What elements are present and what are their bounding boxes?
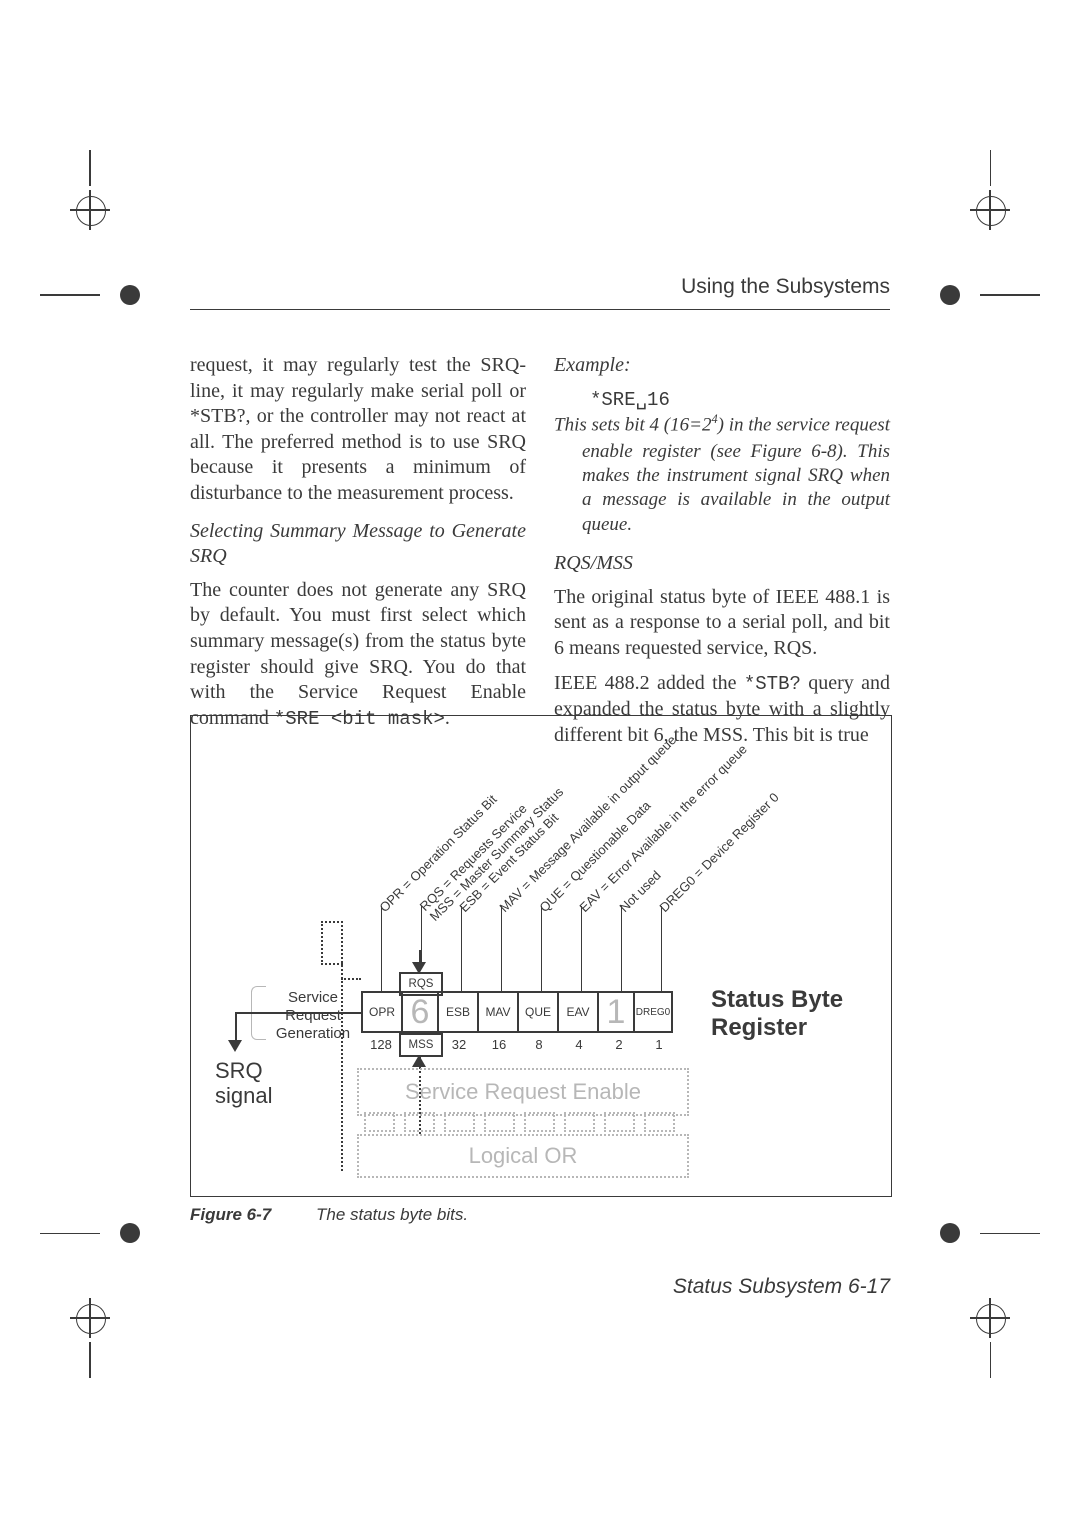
right-column: Example: *SRE␣16 This sets bit 4 (16=24)… [554,353,890,748]
crop-line [40,294,100,296]
registration-mark-tr [970,190,1010,230]
crop-line [980,294,1040,296]
page-footer: Status Subsystem 6-17 [673,1275,890,1299]
feedback-line [419,1071,421,1134]
right-para-1: The original status byte of IEEE 488.1 i… [554,585,890,662]
mss-arrow-icon [412,1055,426,1067]
registration-mark-br [970,1298,1010,1338]
crop-line [89,1342,91,1378]
right-code: *STB? [744,673,801,695]
crop-line [980,1233,1040,1235]
crop-line [40,1233,100,1235]
sre-cell [484,1112,515,1132]
weight-8: 8 [519,1037,559,1052]
srq-gen-line [251,1012,361,1014]
sre-cell [604,1112,635,1132]
caption-text: The status byte bits. [316,1205,468,1224]
leader-4 [541,906,542,991]
bit-4: MAV [477,991,517,1033]
trim-dot [120,1223,140,1243]
bit-5: ESB [437,991,477,1033]
left-para-2-a: The counter does not generate any SRQ by… [190,579,526,729]
bit-3: QUE [517,991,557,1033]
example-body: This sets bit 4 (16=24) in the service r… [554,412,890,537]
figure-6-7: OPR = Operation Status Bit RQS = Request… [190,715,892,1197]
bit-7: OPR [361,991,401,1033]
example-text-b: ) in the service request [718,415,890,436]
caption-label: Figure 6-7 [190,1205,271,1224]
leader-3 [501,906,502,991]
status-label-2: Register [711,1014,807,1041]
service-request-enable-label: Service Request Enable [359,1079,687,1105]
body-columns: request, it may regularly test the SRQ-l… [190,353,890,748]
left-para-2: The counter does not generate any SRQ by… [190,578,526,732]
leader-6 [621,906,622,991]
example-code: *SRE␣16 [590,389,670,411]
example-text-a: This sets bit 4 (16=2 [554,415,711,436]
srq-arrow-line [235,1012,237,1042]
leader-1 [421,906,422,966]
status-label-1: Status Byte [711,986,843,1013]
logical-or-label: Logical OR [359,1143,687,1169]
diag-5: EAV = Error Available in the error queue [576,741,750,915]
srq-line2: signal [215,1083,272,1108]
bit-6: 6 [401,991,437,1033]
srq-signal-label: SRQ signal [215,1058,272,1109]
logical-or-box: Logical OR [357,1134,689,1178]
leader-7 [661,906,662,991]
sre-cell [564,1112,595,1132]
leader-5 [581,906,582,991]
left-column: request, it may regularly test the SRQ-l… [190,353,526,748]
crop-line [89,150,91,186]
srq-line1: SRQ [215,1058,263,1083]
srq-arrow-icon [228,1040,242,1052]
figure-caption: Figure 6-7 The status byte bits. [190,1205,468,1225]
srq-dotted-1 [321,921,343,965]
sre-cell [364,1112,395,1132]
leader-0 [381,906,382,991]
crop-line [990,1342,992,1378]
running-head: Using the Subsystems [190,275,890,310]
weight-128: 128 [361,1037,401,1052]
leader-2 [461,906,462,991]
left-subheading: Selecting Summary Message to Generate SR… [190,519,526,570]
example-label: Example: [554,353,890,379]
bit-2: EAV [557,991,597,1033]
trim-dot [940,285,960,305]
trim-dot [120,285,140,305]
left-para-1: request, it may regularly test the SRQ-l… [190,353,526,507]
mss-box: MSS [399,1033,443,1057]
status-byte-label: Status Byte Register [711,986,843,1041]
trim-dot [940,1223,960,1243]
weight-16: 16 [479,1037,519,1052]
weight-32: 32 [439,1037,479,1052]
weight-2: 2 [599,1037,639,1052]
sre-cell [644,1112,675,1132]
service-request-enable-box: Service Request Enable [357,1068,689,1116]
srq-dotted-vert [341,921,343,1171]
srq-dotted-tick [341,978,361,980]
example-indent: enable register (see Figure 6-8). This m… [554,440,890,537]
srq-arrow-h [235,1012,253,1014]
weight-1: 1 [639,1037,679,1052]
registration-mark-tl [70,190,110,230]
status-byte-register: OPR 6 ESB MAV QUE EAV 1 DREG0 [361,991,673,1037]
rqs-mss-head: RQS/MSS [554,551,890,577]
sre-cell [444,1112,475,1132]
registration-mark-bl [70,1298,110,1338]
right-para-2-a: IEEE 488.2 added the [554,672,744,694]
crop-line [990,150,992,186]
bit-1: 1 [597,991,633,1033]
weight-4: 4 [559,1037,599,1052]
srq-gen-bracket [251,986,266,1040]
sre-cell [524,1112,555,1132]
bit-0: DREG0 [633,991,673,1033]
